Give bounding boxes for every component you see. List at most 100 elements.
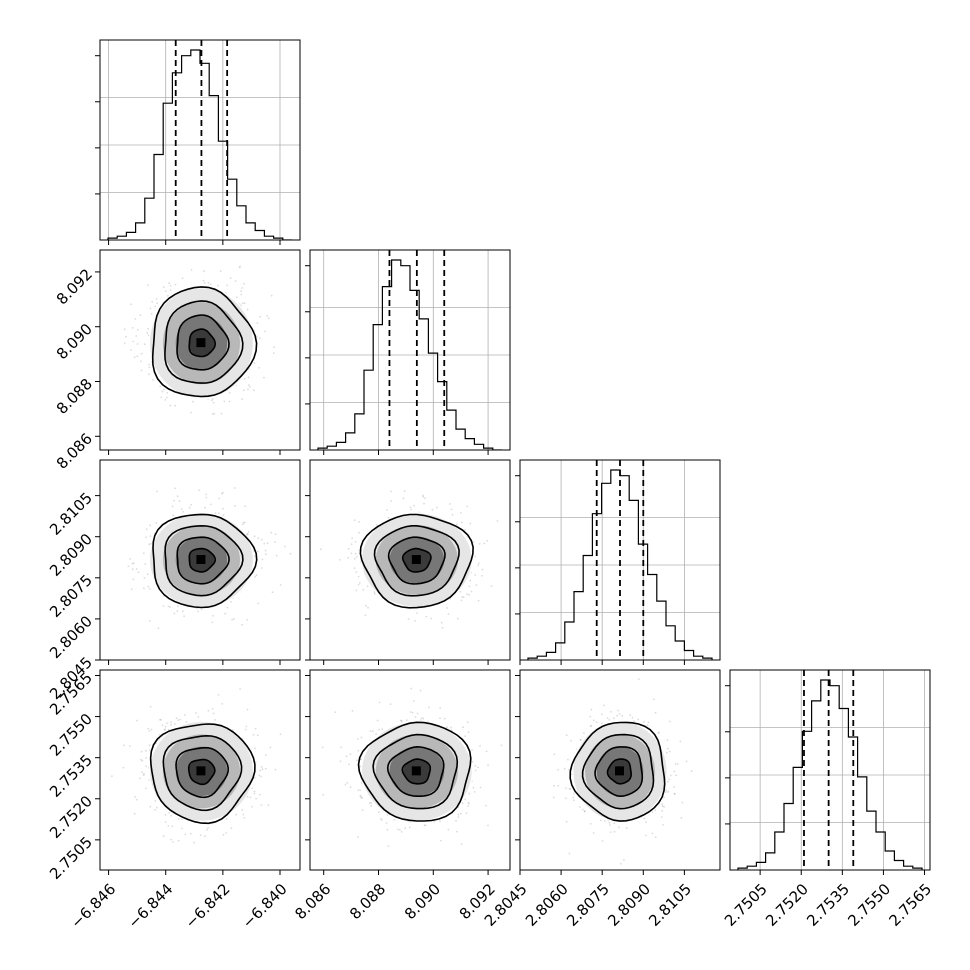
y-tick-label: 8.092 — [53, 265, 96, 308]
sample-point — [486, 539, 489, 542]
sample-point — [428, 706, 430, 709]
sample-point — [261, 768, 264, 771]
sample-point — [164, 728, 167, 731]
sample-point — [242, 389, 245, 392]
sample-point — [279, 733, 282, 736]
sample-point — [217, 284, 219, 287]
sample-point — [190, 269, 193, 271]
sample-point — [478, 543, 481, 545]
sample-point — [165, 397, 168, 399]
sample-point — [212, 712, 215, 715]
sample-point — [219, 270, 222, 272]
sample-point — [565, 734, 568, 737]
sample-point — [379, 818, 382, 820]
sample-point — [253, 535, 256, 538]
sample-point — [243, 377, 246, 380]
sample-point — [238, 266, 241, 269]
sample-point — [135, 335, 138, 337]
sample-point — [322, 793, 325, 796]
sample-point — [168, 282, 171, 285]
sample-point — [145, 756, 147, 759]
x-tick-label: 2.7505 — [721, 880, 771, 930]
sample-point — [146, 332, 149, 334]
sample-point — [410, 508, 413, 511]
y-tick-label: 2.7520 — [46, 792, 96, 842]
sample-point — [284, 545, 286, 548]
sample-point — [149, 535, 152, 537]
sample-point — [274, 533, 277, 536]
sample-point — [464, 735, 466, 737]
contour-line — [387, 536, 446, 585]
sample-point — [147, 585, 150, 588]
sample-point — [148, 730, 151, 732]
sample-point — [474, 555, 477, 558]
sample-point — [349, 786, 352, 789]
sample-point — [439, 707, 442, 710]
sample-point — [461, 521, 463, 524]
sample-point — [274, 541, 276, 543]
sample-point — [169, 404, 172, 407]
sample-point — [496, 520, 499, 522]
sample-point — [173, 499, 176, 502]
sample-point — [203, 282, 206, 284]
sample-point — [400, 719, 403, 722]
sample-point — [141, 771, 143, 773]
sample-point — [481, 568, 484, 571]
sample-point — [236, 296, 238, 299]
sample-point — [661, 809, 664, 812]
sample-point — [149, 524, 152, 527]
sample-point — [125, 335, 127, 338]
sample-point — [468, 585, 471, 588]
sample-point — [274, 768, 277, 771]
sample-point — [416, 612, 418, 614]
histogram-panel — [100, 40, 300, 240]
sample-point — [182, 511, 184, 513]
sample-point — [127, 565, 130, 568]
histogram-panel — [520, 460, 720, 660]
sample-point — [197, 716, 200, 718]
sample-point — [163, 728, 166, 731]
contour-line — [149, 723, 256, 825]
sample-point — [111, 775, 113, 777]
sample-point — [260, 775, 262, 778]
sample-point — [133, 356, 136, 359]
panel-frame — [309, 669, 511, 871]
y-tick-label: 8.088 — [53, 375, 96, 418]
sample-point — [425, 615, 428, 618]
sample-point — [240, 293, 243, 296]
density-panel — [320, 490, 499, 629]
sample-point — [241, 623, 244, 626]
sample-point — [403, 490, 406, 493]
panel-frame — [519, 459, 721, 661]
sample-point — [479, 786, 482, 789]
density-peak — [411, 555, 421, 564]
sample-point — [469, 579, 472, 582]
density-peak — [196, 555, 206, 564]
sample-point — [369, 802, 371, 804]
sample-point — [146, 573, 149, 576]
sample-point — [217, 694, 220, 696]
sample-point — [260, 567, 263, 569]
sample-point — [257, 537, 260, 539]
sample-point — [338, 559, 341, 561]
sample-point — [139, 314, 142, 316]
sample-point — [552, 796, 555, 799]
sample-point — [401, 720, 403, 723]
sample-point — [164, 725, 167, 728]
sample-point — [155, 522, 158, 524]
sample-point — [376, 719, 379, 722]
sample-point — [190, 832, 192, 835]
sample-point — [251, 805, 253, 808]
sample-point — [203, 270, 205, 273]
sample-point — [170, 721, 173, 724]
sample-point — [631, 716, 634, 719]
density-peak — [196, 766, 206, 776]
sample-point — [353, 557, 356, 560]
sample-point — [449, 503, 451, 505]
sample-point — [348, 763, 350, 766]
sample-point — [460, 599, 463, 602]
sample-point — [455, 819, 457, 822]
sample-point — [184, 833, 187, 836]
sample-point — [226, 606, 229, 609]
sample-point — [657, 732, 660, 734]
